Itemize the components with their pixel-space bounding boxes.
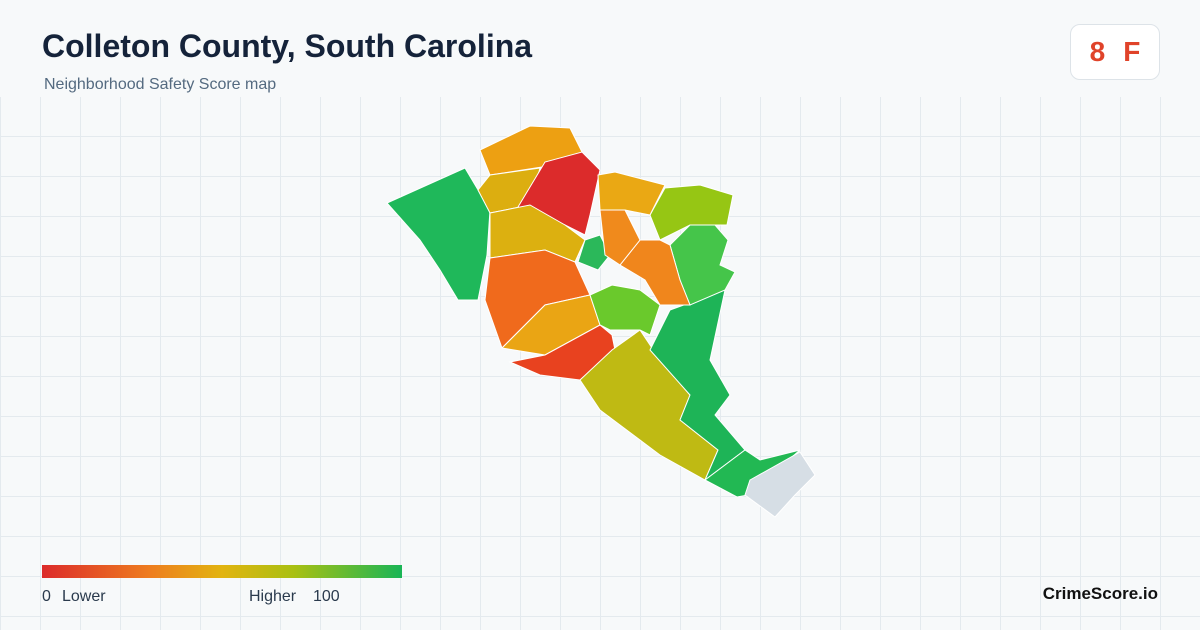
region (744, 451, 816, 518)
legend-min-label: Lower (62, 588, 106, 605)
header-bg (0, 0, 1200, 97)
legend-min: 0 (42, 588, 51, 605)
region (649, 184, 734, 241)
region (599, 209, 641, 266)
grade: F (1123, 36, 1141, 67)
region (619, 239, 691, 306)
subtitle: Neighborhood Safety Score map (44, 76, 277, 93)
title: Colleton County, South Carolina (42, 28, 533, 64)
score: 8 (1089, 36, 1106, 67)
legend-bar (42, 565, 402, 578)
region (508, 324, 616, 381)
legend-max-label: Higher (249, 588, 297, 605)
brand: CrimeScore.io (1042, 584, 1158, 603)
region (386, 167, 491, 301)
region (704, 449, 801, 498)
region (589, 284, 661, 336)
legend-max: 100 (313, 588, 340, 605)
region (577, 234, 611, 271)
